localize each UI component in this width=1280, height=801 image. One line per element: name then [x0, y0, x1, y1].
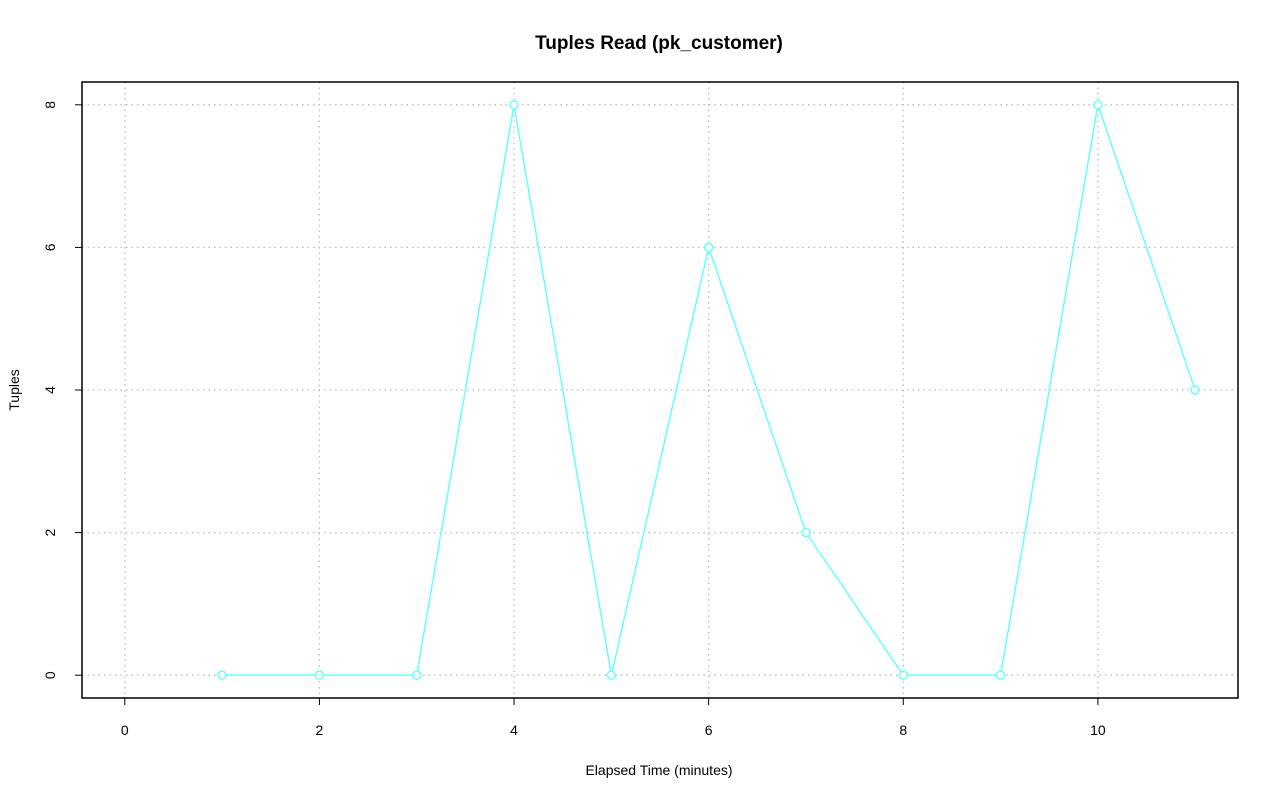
- y-tick-label: 6: [42, 243, 58, 251]
- y-tick-label: 0: [42, 671, 58, 679]
- point: [1190, 385, 1200, 395]
- y-tick-label: 8: [42, 101, 58, 109]
- point: [314, 670, 325, 680]
- point: [801, 527, 811, 538]
- x-tick-label: 8: [899, 722, 907, 738]
- x-axis-title: Elapsed Time (minutes): [585, 762, 732, 778]
- point: [217, 670, 227, 680]
- point: [995, 670, 1006, 680]
- point: [606, 670, 617, 680]
- point: [898, 670, 909, 680]
- point: [703, 242, 714, 253]
- point: [411, 670, 422, 680]
- point: [1093, 100, 1103, 110]
- point: [509, 100, 519, 110]
- x-tick-label: 4: [510, 722, 518, 738]
- y-tick-label: 2: [42, 528, 58, 536]
- x-tick-label: 10: [1090, 722, 1106, 738]
- x-tick-label: 0: [121, 722, 129, 738]
- plot-frame: [81, 81, 1239, 699]
- y-tick-label: 4: [42, 386, 58, 394]
- chart-title: Tuples Read (pk_customer): [535, 33, 783, 54]
- x-tick-label: 6: [705, 722, 713, 738]
- y-axis-title: Tuples: [6, 369, 22, 411]
- x-tick-label: 2: [316, 722, 324, 738]
